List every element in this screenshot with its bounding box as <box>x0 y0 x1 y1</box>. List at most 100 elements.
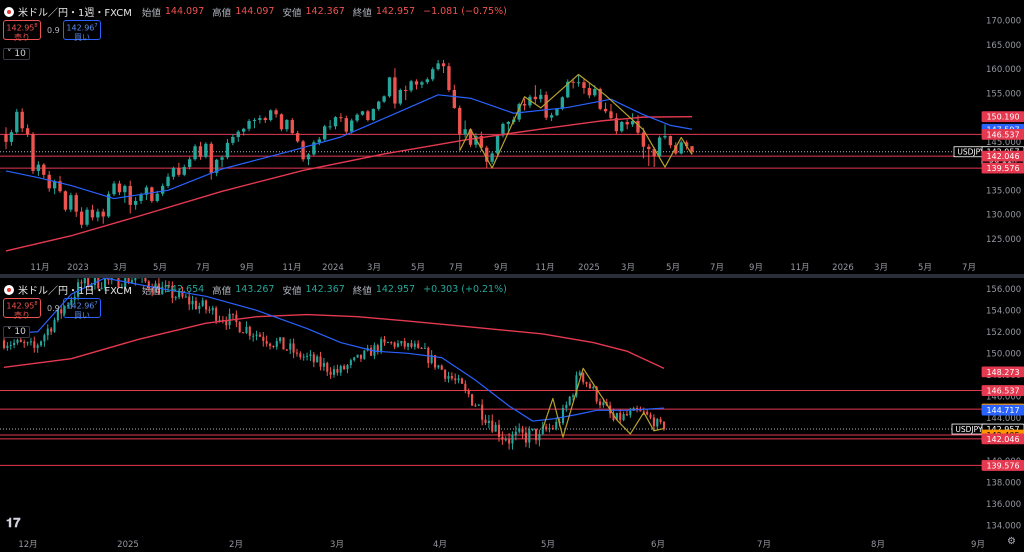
weekly-buy-price: 142.96 <box>66 23 95 33</box>
candle-body <box>582 372 585 383</box>
candle-body <box>566 81 570 98</box>
candle-body <box>79 211 84 225</box>
candle-body <box>417 343 420 348</box>
x-tick-label: 11月 <box>30 263 49 273</box>
x-tick-label: 3月 <box>367 263 381 273</box>
candle-body <box>636 408 639 410</box>
daily-buy-price: 142.96 <box>66 301 95 311</box>
y-tick-label: 134.000 <box>986 521 1021 531</box>
candle-body <box>539 94 543 100</box>
x-tick-label: 5月 <box>541 540 555 550</box>
candle-body <box>458 107 462 135</box>
candle-body <box>228 313 231 326</box>
candle-body <box>679 142 683 154</box>
candle-body <box>74 195 78 212</box>
candle-body <box>380 339 383 352</box>
weekly-symbol-title[interactable]: 米ドル／円・1週・FXCM <box>18 8 132 19</box>
weekly-chart-pane[interactable]: 170.000165.000160.000155.000150.000145.0… <box>0 0 1024 274</box>
weekly-buy-sup: 7 <box>94 23 98 29</box>
daily-sell-button[interactable]: 142.958 売り <box>3 298 41 320</box>
candle-body <box>214 159 219 173</box>
y-tick-label: 165.000 <box>986 41 1021 51</box>
candle-body <box>332 369 336 375</box>
candle-body <box>282 337 285 350</box>
tradingview-logo[interactable]: 𝟏𝟕 <box>6 516 21 531</box>
candle-body <box>181 291 184 297</box>
usdjpy-flag-icon <box>4 6 14 17</box>
candle-body <box>161 286 164 295</box>
candle-body <box>521 428 524 433</box>
candle-body <box>97 278 100 289</box>
candle-body <box>690 146 694 152</box>
candle-body <box>56 309 59 321</box>
y-tick-label: 136.000 <box>986 500 1021 510</box>
candle-body <box>218 319 221 321</box>
daily-indicator-toggle[interactable]: ˅ 10 <box>3 326 30 338</box>
y-tick-label: 156.000 <box>986 285 1021 295</box>
candle-body <box>485 147 489 162</box>
daily-chart-pane[interactable]: 156.000154.000152.000150.000148.000146.0… <box>0 278 1024 552</box>
candle-body <box>511 434 514 444</box>
candle-body <box>668 136 673 146</box>
y-tick-label: 160.000 <box>986 65 1021 75</box>
candle-body <box>641 132 646 147</box>
x-tick-label: 7月 <box>710 263 724 273</box>
weekly-buy-button[interactable]: 142.967 買い <box>63 20 101 42</box>
y-tick-label: 130.000 <box>986 211 1021 221</box>
candle-body <box>103 278 107 288</box>
candle-body <box>238 321 241 333</box>
daily-indicator-count: 10 <box>14 327 26 337</box>
candle-body <box>369 347 373 356</box>
pane-separator[interactable] <box>0 274 1024 278</box>
candle-body <box>400 341 403 344</box>
candle-body <box>467 390 470 395</box>
weekly-chart-svg[interactable]: 170.000165.000160.000155.000150.000145.0… <box>0 0 1024 274</box>
candle-body <box>245 326 248 333</box>
candle-body <box>460 378 464 384</box>
candle-body <box>383 339 386 343</box>
price-label-text: 139.576 <box>986 461 1019 470</box>
candle-body <box>629 410 632 416</box>
daily-symbol-title[interactable]: 米ドル／円・1日・FXCM <box>18 286 132 297</box>
settings-gear-icon[interactable]: ⚙ <box>1007 536 1016 547</box>
candle-body <box>312 354 315 363</box>
candle-body <box>177 168 181 175</box>
daily-chart-svg[interactable]: 156.000154.000152.000150.000148.000146.0… <box>0 278 1024 552</box>
candle-body <box>285 120 289 130</box>
candle-body <box>592 386 595 389</box>
candle-body <box>614 118 619 132</box>
candle-body <box>42 164 46 175</box>
candle-body <box>220 157 224 160</box>
candle-body <box>242 332 245 334</box>
candle-body <box>26 342 29 344</box>
weekly-indicator-toggle[interactable]: ˅ 10 <box>3 48 30 60</box>
weekly-low-label: 安値 <box>282 7 302 19</box>
candle-body <box>87 278 90 287</box>
candle-body <box>275 341 278 347</box>
candle-body <box>248 326 251 336</box>
candle-body <box>464 383 467 391</box>
x-tick-label: 3月 <box>330 540 344 550</box>
candle-body <box>209 143 213 173</box>
candle-body <box>63 191 68 210</box>
weekly-high-value: 144.097 <box>235 6 275 17</box>
candle-body <box>585 382 588 384</box>
candle-body <box>393 342 396 347</box>
candle-body <box>477 404 480 406</box>
candle-body <box>414 81 419 85</box>
candle-body <box>386 342 389 344</box>
daily-close-value: 142.957 <box>375 284 416 295</box>
candle-body <box>211 307 214 311</box>
candle-body <box>409 81 413 91</box>
daily-buy-button[interactable]: 142.967 買い <box>63 298 101 320</box>
weekly-sell-button[interactable]: 142.958 売り <box>3 20 41 42</box>
candle-body <box>359 354 362 359</box>
x-tick-label: 7月 <box>449 263 463 273</box>
y-tick-label: 150.000 <box>986 349 1021 359</box>
x-tick-label: 2023 <box>67 263 89 273</box>
symbol-tag-label: USDJPY <box>955 425 983 434</box>
candle-body <box>23 342 26 344</box>
candle-body <box>363 350 366 359</box>
candle-body <box>437 365 440 368</box>
weekly-open-value: 144.097 <box>164 6 205 17</box>
